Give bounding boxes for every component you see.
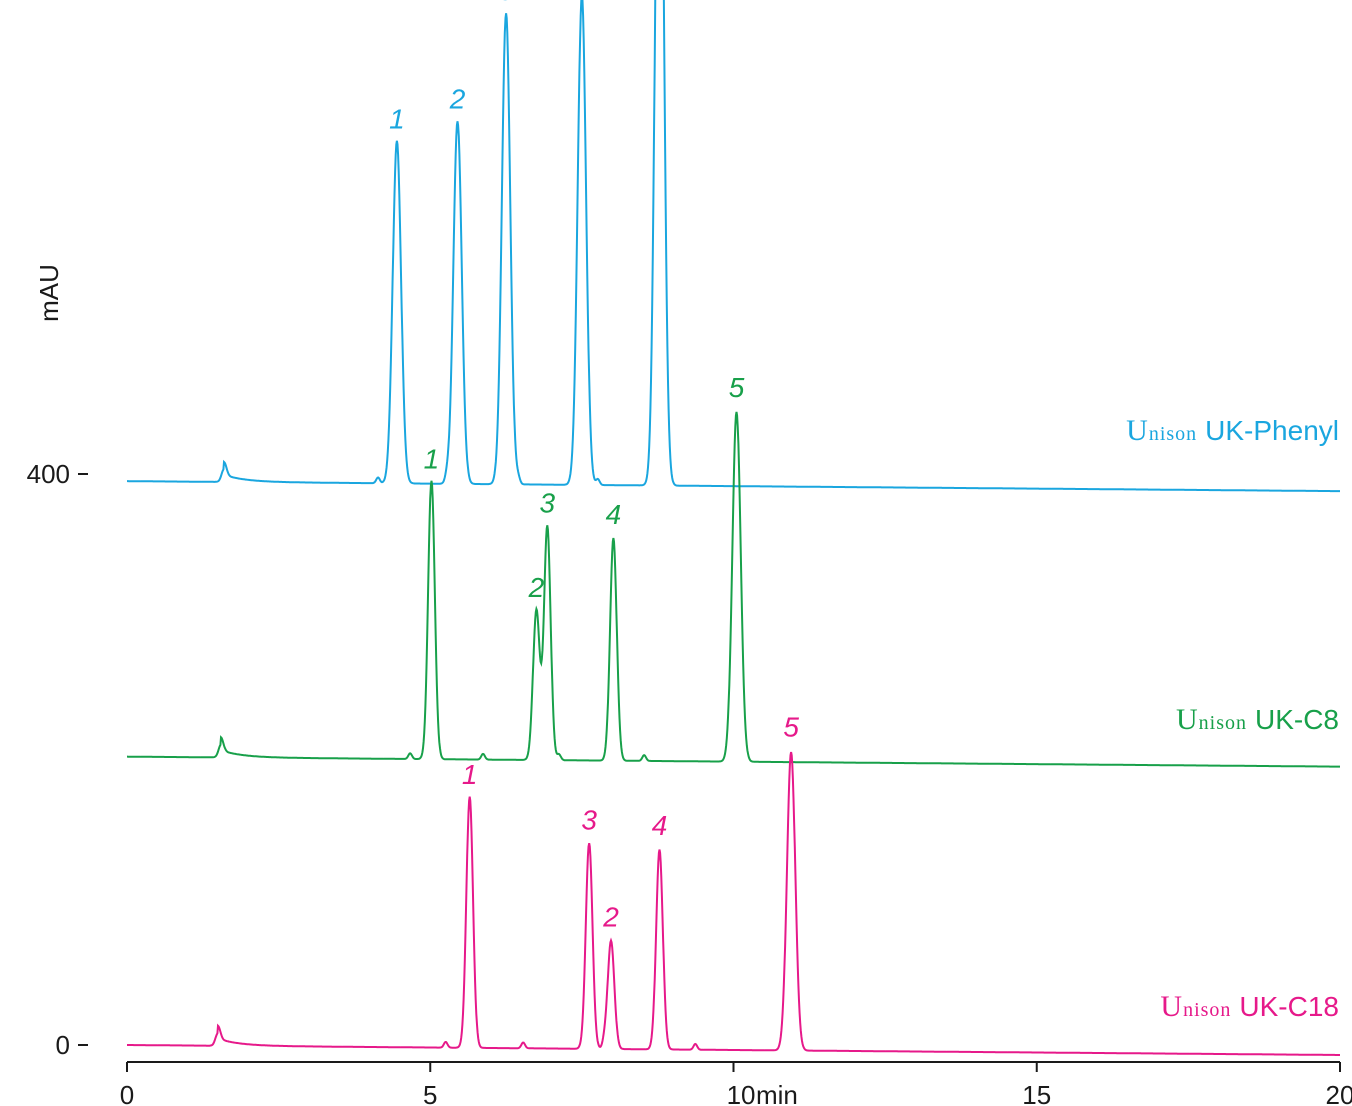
y-axis-label: mAU	[34, 264, 64, 322]
x-tick-label: 10	[727, 1080, 756, 1106]
x-axis: 0 5 10 15 20 min	[120, 1061, 1352, 1106]
peak-label: 1	[424, 443, 440, 474]
peak-label: 3	[540, 488, 556, 519]
trace-uk-c8	[127, 411, 1340, 768]
column-labels-group: Unison UK-Phenyl Unison UK-C8 Unison UK-C18	[1126, 414, 1339, 1023]
y-tick-label: 0	[56, 1030, 70, 1060]
column-name: UK-Phenyl	[1205, 415, 1339, 446]
x-axis-label: min	[756, 1080, 798, 1106]
brand-name: Unison	[1126, 414, 1197, 447]
traces-group	[127, 0, 1340, 1056]
x-tick-label: 20	[1326, 1080, 1352, 1106]
y-tick-label: 400	[27, 459, 70, 489]
x-tick-label: 15	[1022, 1080, 1051, 1106]
peak-label: 5	[783, 712, 799, 743]
column-name: UK-C8	[1255, 704, 1339, 735]
peak-label: 4	[606, 499, 622, 530]
peak-label: 3	[581, 804, 597, 835]
peak-label: 2	[602, 902, 619, 933]
column-name: UK-C18	[1239, 991, 1339, 1022]
peak-label: 1	[462, 759, 478, 790]
y-axis: 0 400 mAU	[27, 264, 88, 1060]
x-ticks-group: 0 5 10 15 20	[120, 1062, 1352, 1106]
column-label: Unison UK-C8	[1176, 703, 1339, 736]
x-tick-label: 0	[120, 1080, 134, 1106]
trace-uk-c18	[127, 751, 1340, 1056]
peak-label: 1	[389, 104, 405, 135]
peak-label: 3	[498, 0, 514, 6]
trace-uk-phenyl	[127, 0, 1340, 493]
peak-label: 5	[729, 372, 745, 403]
x-tick-label: 5	[423, 1080, 437, 1106]
column-label: Unison UK-C18	[1160, 990, 1339, 1023]
peak-label: 2	[449, 84, 466, 115]
peak-label: 2	[528, 572, 545, 603]
y-ticks-group: 0 400	[27, 459, 88, 1060]
peak-label: 4	[652, 810, 668, 841]
brand-name: Unison	[1176, 703, 1247, 736]
brand-name: Unison	[1160, 990, 1231, 1023]
peak-labels-group: 123451234513245	[389, 0, 799, 933]
column-label: Unison UK-Phenyl	[1126, 414, 1339, 447]
